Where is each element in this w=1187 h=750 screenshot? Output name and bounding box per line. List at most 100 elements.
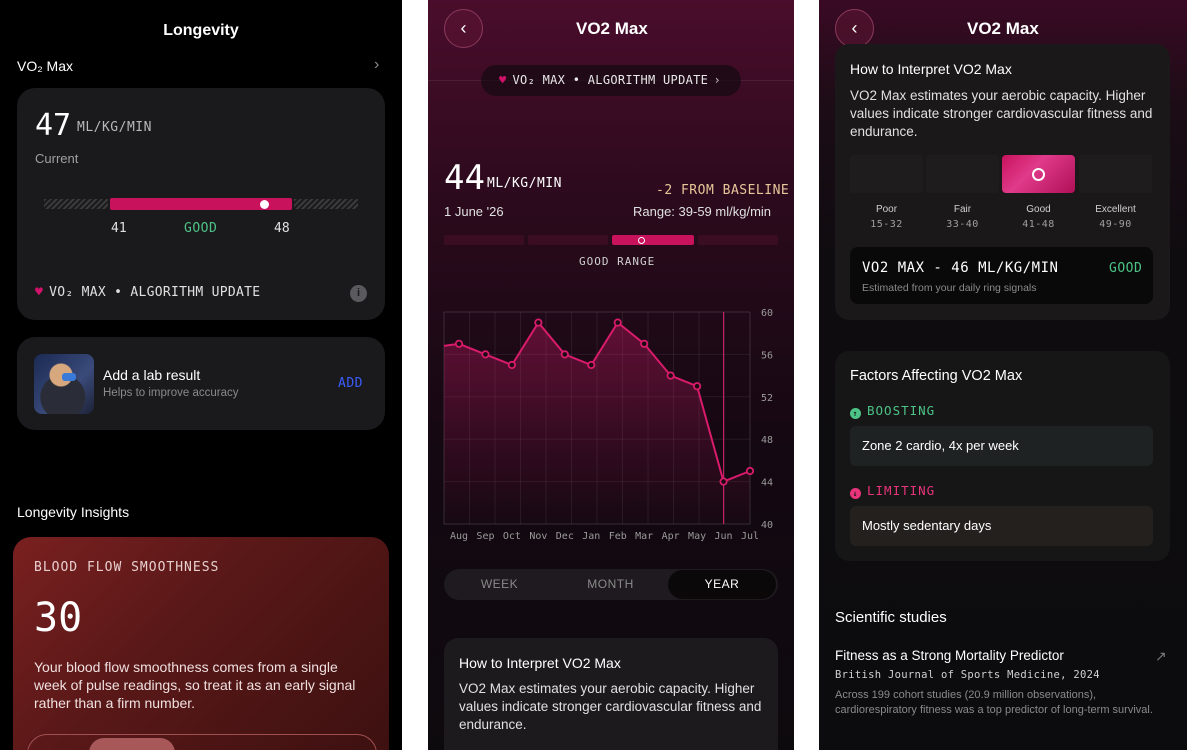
category-name: Excellent	[1095, 204, 1136, 215]
algorithm-update-pill[interactable]: ♥ VO₂ MAX • ALGORITHM UPDATE ›	[481, 65, 741, 96]
x-tick-label: Sep	[476, 531, 494, 542]
data-point	[454, 339, 464, 348]
info-icon[interactable]: i	[350, 285, 367, 302]
lab-subtitle: Helps to improve accuracy	[103, 387, 239, 399]
vo2-summary-card[interactable]: 47 ML/KG/MIN Current 41 GOOD 48 ♥ VO₂ MAX…	[17, 88, 385, 320]
insights-title: Longevity Insights	[17, 504, 130, 520]
category-excellent-box	[1079, 155, 1152, 193]
vo2-section-title[interactable]: VO₂ Max	[17, 58, 73, 74]
limiting-label: LIMITING	[867, 483, 936, 498]
studies-title: Scientific studies	[835, 609, 947, 626]
vo2-unit: ML/KG/MIN	[77, 120, 152, 135]
vo2-line-chart[interactable]: 60 56 52 48 44 40 Aug Sep Oct Nov Dec Jan Feb Mar Apr M…	[428, 305, 794, 545]
data-point	[613, 318, 622, 327]
interpret-text: VO2 Max estimates your aerobic capacity.…	[459, 681, 762, 732]
boosting-label-row: ↑ BOOSTING	[850, 403, 935, 419]
interpret-card: How to Interpret VO2 Max VO2 Max estimat…	[444, 638, 778, 750]
x-tick-label: Feb	[609, 531, 627, 542]
boosting-label: BOOSTING	[867, 403, 936, 418]
data-point	[640, 339, 649, 348]
x-tick-label: Mar	[635, 531, 653, 542]
category-name: Poor	[875, 204, 898, 215]
data-point	[481, 350, 490, 359]
current-label: Current	[35, 151, 79, 166]
data-point	[507, 360, 517, 370]
study-journal: British Journal of Sports Medicine, 2024	[835, 669, 1100, 681]
x-tick-label: Oct	[503, 531, 521, 542]
tab-month[interactable]: MONTH	[587, 577, 634, 591]
good-range-label: GOOD RANGE	[579, 255, 656, 268]
current-value-marker	[638, 237, 645, 244]
add-lab-button[interactable]: ADD	[338, 376, 363, 391]
vo2-unit: ML/KG/MIN	[487, 176, 562, 191]
x-tick-label: Jun	[715, 531, 733, 542]
current-vo2-subtitle: Estimated from your daily ring signals	[862, 282, 1037, 294]
factors-card: Factors Affecting VO2 Max ↑ BOOSTING Zone…	[835, 351, 1170, 561]
data-point	[692, 382, 702, 391]
range-high-label: 48	[274, 221, 290, 236]
limiting-label-row: ↓ LIMITING	[850, 483, 935, 499]
vo2-interpret-screen: ‹ VO2 Max How to Interpret VO2 Max VO2 M…	[819, 0, 1187, 750]
study-title[interactable]: Fitness as a Strong Mortality Predictor	[835, 648, 1064, 663]
interpret-text: VO2 Max estimates your aerobic capacity.…	[850, 88, 1153, 139]
page-title: VO2 Max	[576, 19, 648, 38]
category-poor-box	[850, 155, 923, 193]
algorithm-update-label: VO₂ MAX • ALGORITHM UPDATE	[49, 285, 261, 300]
tab-year[interactable]: YEAR	[668, 570, 776, 599]
period-selector[interactable]: WEEK MONTH YEAR	[444, 569, 778, 600]
blood-flow-card[interactable]: BLOOD FLOW SMOOTHNESS 30 Your blood flow…	[13, 537, 389, 750]
blood-flow-toggle[interactable]	[27, 734, 377, 750]
x-tick-label: Jan	[582, 531, 600, 542]
boosting-item: Zone 2 cardio, 4x per week	[850, 426, 1153, 466]
y-tick-label: 60	[761, 308, 773, 319]
blood-flow-text: Your blood flow smoothness comes from a …	[34, 659, 356, 711]
category-name: Good	[1026, 204, 1051, 215]
page-title: Longevity	[163, 22, 239, 39]
category-name: Fair	[953, 204, 972, 215]
longevity-screen: Longevity VO₂ Max › 47 ML/KG/MIN Current…	[0, 0, 402, 750]
blood-flow-value: 30	[34, 595, 83, 641]
x-tick-label: Apr	[662, 531, 680, 542]
chevron-left-icon: ‹	[851, 18, 858, 38]
range-segment-good	[612, 235, 694, 245]
range-low-label: 41	[111, 221, 127, 236]
category-range: 49-90	[1099, 219, 1132, 230]
arrow-up-icon: ↑	[850, 408, 861, 419]
x-tick-label: Jul	[741, 531, 759, 542]
back-button[interactable]: ‹	[835, 9, 874, 48]
reading-date: 1 June '26	[444, 204, 504, 219]
current-value-marker	[260, 200, 269, 209]
x-tick-label: Aug	[450, 531, 468, 542]
chevron-right-icon: ›	[713, 73, 721, 87]
chevron-right-icon[interactable]: ›	[374, 56, 380, 73]
external-link-icon[interactable]: ↗	[1155, 648, 1167, 664]
back-button[interactable]: ‹	[444, 9, 483, 48]
data-point	[719, 477, 728, 486]
current-category-marker	[1032, 168, 1045, 181]
vo2-value: 44	[444, 158, 485, 198]
current-vo2-status: GOOD	[1109, 261, 1143, 276]
range-above-hatch	[294, 199, 358, 209]
heart-icon: ♥	[35, 285, 44, 300]
category-range: 15-32	[870, 219, 903, 230]
range-status-label: GOOD	[184, 221, 218, 236]
algorithm-update-row[interactable]: ♥ VO₂ MAX • ALGORITHM UPDATE	[35, 285, 260, 300]
add-lab-result-card[interactable]: Add a lab result Helps to improve accura…	[17, 337, 385, 430]
range-segment-fair	[528, 235, 608, 245]
vo2-current-value: 47	[35, 108, 72, 143]
range-below-hatch	[44, 199, 108, 209]
interpret-card: How to Interpret VO2 Max VO2 Max estimat…	[835, 44, 1170, 320]
x-tick-label: Dec	[556, 531, 574, 542]
athlete-thumbnail	[34, 354, 94, 414]
data-point	[745, 466, 755, 476]
area-fill	[444, 322, 750, 524]
data-point	[666, 371, 675, 380]
data-point	[587, 360, 596, 370]
category-fair-box	[926, 155, 999, 193]
vo2-detail-screen: ‹ VO2 Max ♥ VO₂ MAX • ALGORITHM UPDATE › …	[428, 0, 794, 750]
data-point	[560, 350, 569, 359]
tab-week[interactable]: WEEK	[480, 577, 519, 591]
x-tick-label: Nov	[529, 531, 547, 542]
blood-flow-title: BLOOD FLOW SMOOTHNESS	[34, 560, 220, 575]
baseline-delta: -2 FROM BASELINE	[656, 183, 790, 198]
